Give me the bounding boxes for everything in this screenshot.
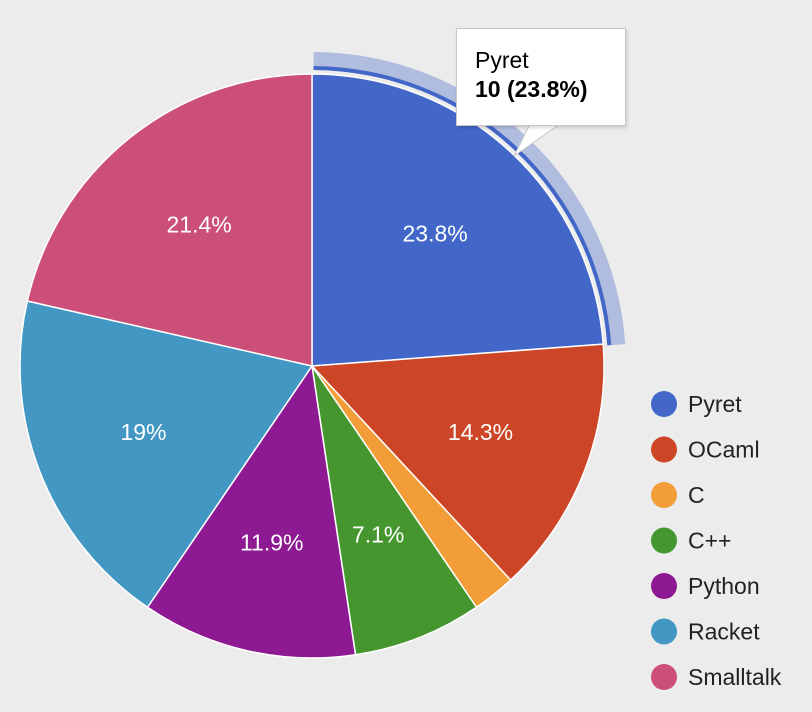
highlight-ring — [313, 52, 626, 346]
legend-label-smalltalk[interactable]: Smalltalk — [688, 664, 782, 690]
legend-marker-pyret[interactable] — [651, 391, 677, 417]
slice-label-smalltalk: 21.4% — [167, 211, 232, 237]
legend-label-racket[interactable]: Racket — [688, 619, 760, 645]
legend-marker-python[interactable] — [651, 573, 677, 599]
slice-label-python: 11.9% — [240, 530, 304, 556]
legend-label-c[interactable]: C — [688, 482, 705, 508]
slice-cplusplus[interactable] — [311, 365, 478, 656]
legend-label-ocaml[interactable]: OCaml — [688, 437, 760, 463]
pie-slices — [19, 73, 605, 659]
slice-label-cplusplus: 7.1% — [352, 522, 404, 548]
slice-label-ocaml: 14.3% — [448, 419, 513, 445]
legend-label-pyret[interactable]: Pyret — [688, 391, 742, 417]
slice-label-pyret: 23.8% — [403, 220, 468, 246]
legend-marker-c[interactable] — [651, 482, 677, 508]
slice-python[interactable] — [146, 363, 357, 659]
legend-label-python[interactable]: Python — [688, 573, 760, 599]
tooltip-value: 10 (23.8%) — [475, 76, 588, 102]
legend-marker-ocaml[interactable] — [651, 436, 677, 463]
slice-pyret[interactable] — [311, 73, 604, 367]
slice-racket[interactable] — [19, 300, 314, 609]
tooltip-series-name: Pyret — [475, 47, 529, 73]
slice-ocaml[interactable] — [310, 343, 605, 582]
legend-label-cplusplus[interactable]: C++ — [688, 528, 731, 554]
legend-marker-cplusplus[interactable] — [651, 527, 677, 554]
legend-marker-smalltalk[interactable] — [651, 664, 677, 690]
slice-smalltalk[interactable] — [26, 73, 313, 367]
tooltip: Pyret 10 (23.8%) — [456, 28, 626, 126]
slice-labels: 23.8% 14.3% 7.1% 11.9% 19% 21.4% — [120, 211, 513, 555]
legend: Pyret OCaml C C++ Python Racket Smalltalk — [651, 391, 782, 690]
highlight-outer-ring — [313, 52, 626, 346]
legend-marker-racket[interactable] — [651, 618, 677, 645]
slice-label-racket: 19% — [120, 419, 166, 445]
